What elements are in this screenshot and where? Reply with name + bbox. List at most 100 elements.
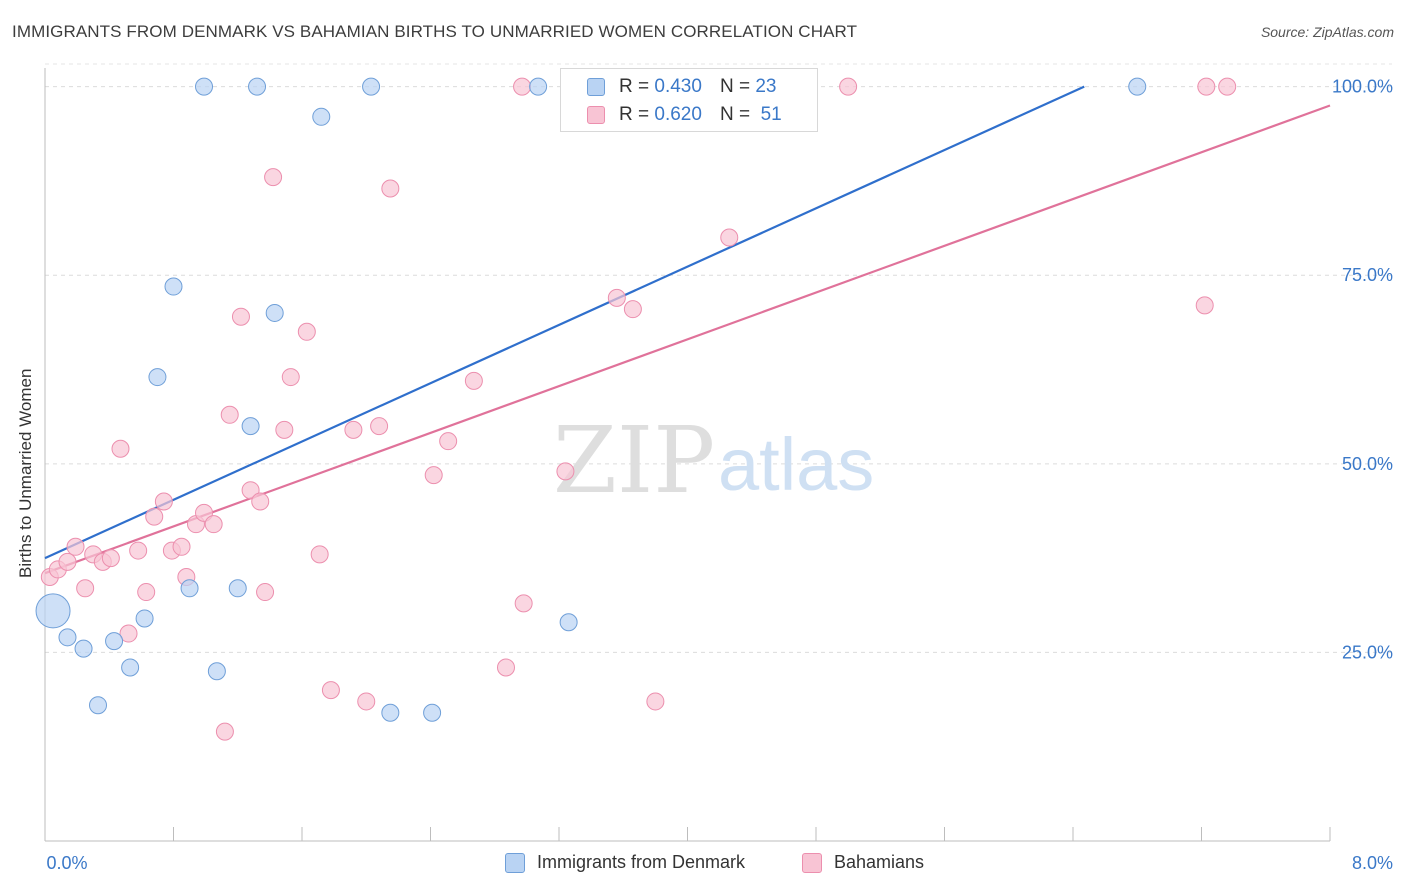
data-point [381, 179, 400, 198]
data-point [464, 371, 483, 390]
r-label: R = [619, 76, 650, 97]
data-point [74, 639, 93, 658]
data-point [89, 696, 108, 715]
data-point [310, 545, 329, 564]
denmark-legend-label: Immigrants from Denmark [537, 852, 746, 872]
x-tick-label: 0.0% [46, 853, 87, 873]
y-tick-label: 100.0% [1332, 77, 1393, 97]
data-point [76, 579, 95, 598]
data-point [514, 594, 533, 613]
data-point [281, 368, 300, 387]
data-point [370, 417, 389, 436]
data-point [164, 277, 183, 296]
data-point [839, 77, 858, 96]
data-point [251, 492, 270, 511]
data-point [66, 537, 85, 556]
data-point [264, 168, 283, 187]
n-value: 51 [760, 104, 782, 125]
data-point [297, 322, 316, 341]
data-point [513, 77, 532, 96]
data-point [423, 703, 442, 722]
data-point [154, 492, 173, 511]
data-point [204, 515, 223, 534]
watermark: ZIP atlas [553, 407, 874, 514]
data-point [145, 507, 164, 526]
data-point [58, 552, 77, 571]
legend-item-bahamians[interactable]: Bahamians [802, 852, 924, 873]
n-value: 23 [755, 76, 777, 97]
n-label: N = [719, 104, 751, 125]
tick-labels: 25.0% 50.0% 75.0% 100.0% 0.0% 8.0% [46, 77, 1393, 873]
r-label: R = [619, 104, 650, 125]
data-point [424, 466, 443, 485]
data-point [556, 462, 575, 481]
data-point [496, 658, 515, 677]
data-point [248, 77, 267, 96]
n-label: N = [719, 76, 751, 97]
data-point [1128, 77, 1147, 96]
y-tick-label: 75.0% [1342, 265, 1393, 285]
data-point [529, 77, 548, 96]
data-point [135, 609, 154, 628]
data-point [321, 681, 340, 700]
data-points [35, 77, 1237, 741]
data-point [207, 662, 226, 681]
legend-item-denmark[interactable]: Immigrants from Denmark [505, 852, 745, 873]
data-point [180, 579, 199, 598]
gridlines [45, 63, 1392, 653]
y-tick-label: 50.0% [1342, 454, 1393, 474]
data-point [607, 288, 626, 307]
data-point [58, 628, 77, 647]
y-tick-label: 25.0% [1342, 642, 1393, 662]
x-tick-label: 8.0% [1352, 853, 1393, 873]
data-point [148, 368, 167, 387]
data-point [129, 541, 148, 560]
bahamians-legend-label: Bahamians [834, 852, 925, 872]
axes [44, 68, 1331, 842]
data-point [265, 303, 284, 322]
stats-legend: R = 0.430 N = 23 R = 0.620 N = 51 [560, 68, 818, 132]
data-point [720, 228, 739, 247]
data-point [105, 632, 124, 651]
data-point [195, 77, 214, 96]
data-point [137, 583, 156, 602]
bahamians-legend-swatch [802, 852, 822, 873]
chart-title: IMMIGRANTS FROM DENMARK VS BAHAMIAN BIRT… [12, 22, 858, 41]
data-point [228, 579, 247, 598]
data-point [241, 417, 260, 436]
denmark-swatch [587, 78, 605, 96]
data-point [172, 537, 191, 556]
r-value: 0.430 [654, 76, 702, 97]
data-point [1218, 77, 1237, 96]
data-point [381, 703, 400, 722]
watermark-atlas: atlas [718, 423, 874, 506]
data-point [1197, 77, 1216, 96]
source-label: Source: ZipAtlas.com [1260, 24, 1394, 40]
data-point [220, 405, 239, 424]
data-point [362, 77, 381, 96]
data-point [256, 583, 275, 602]
data-point [215, 722, 234, 741]
stats-row-denmark: R = 0.430 N = 23 [587, 75, 776, 99]
data-point [1195, 296, 1214, 315]
data-point [646, 692, 665, 711]
data-point [312, 107, 331, 126]
bahamians-swatch [587, 106, 605, 124]
stats-row-bahamians: R = 0.620 N = 51 [587, 103, 782, 127]
data-point [119, 624, 138, 643]
data-point [344, 420, 363, 439]
data-point [559, 613, 578, 632]
data-point [439, 432, 458, 451]
data-point [111, 439, 130, 458]
data-point [121, 658, 140, 677]
data-point [101, 549, 120, 568]
denmark-legend-swatch [505, 852, 525, 873]
data-point [231, 307, 250, 326]
data-point [35, 593, 71, 629]
data-point [275, 420, 294, 439]
data-point [357, 692, 376, 711]
data-point [623, 300, 642, 319]
trend-line [44, 85, 1085, 560]
r-value: 0.620 [654, 104, 702, 125]
